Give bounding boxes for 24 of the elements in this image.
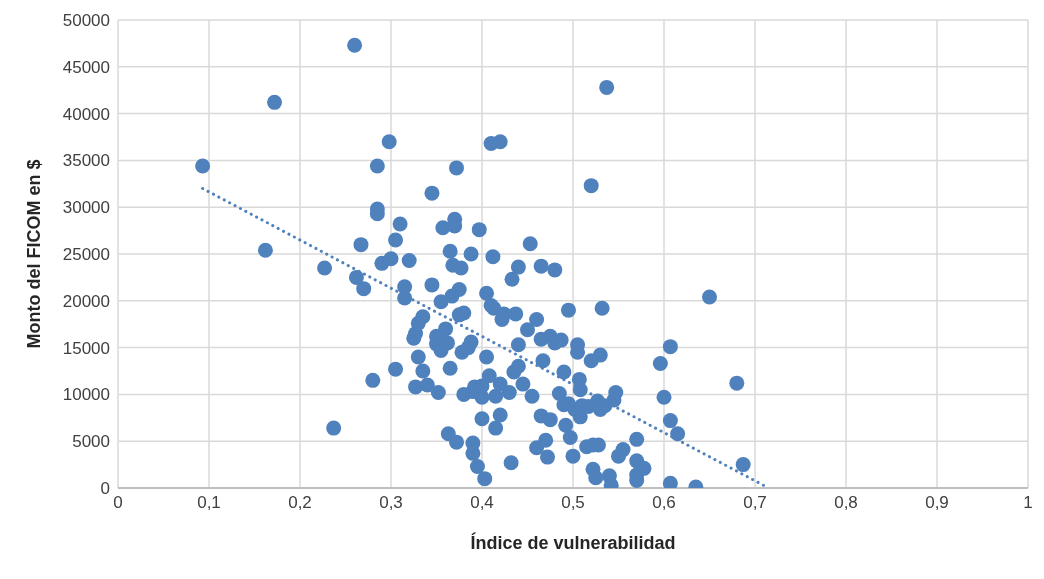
x-tick-label: 0,9 xyxy=(925,493,949,513)
x-axis-title: Índice de vulnerabilidad xyxy=(470,531,676,553)
y-tick-label: 50000 xyxy=(62,11,110,31)
x-tick-label: 0,4 xyxy=(470,493,494,513)
x-tick-label: 0,6 xyxy=(652,493,676,513)
y-tick-label: 20000 xyxy=(62,291,110,311)
y-tick-label: 30000 xyxy=(62,198,110,218)
x-tick-label: 0,7 xyxy=(743,493,767,513)
x-tick-label: 0,2 xyxy=(288,493,312,513)
x-tick-label: 0 xyxy=(113,493,123,513)
y-axis-title: Monto del FICOM en $ xyxy=(24,159,45,349)
y-tick-label: 40000 xyxy=(62,104,110,124)
y-tick-label: 10000 xyxy=(62,385,110,405)
y-tick-label: 15000 xyxy=(62,338,110,358)
y-tick-label: 35000 xyxy=(62,151,110,171)
x-tick-label: 0,5 xyxy=(561,493,585,513)
y-tick-label: 5000 xyxy=(72,432,110,452)
x-tick-label: 0,8 xyxy=(834,493,858,513)
y-tick-label: 45000 xyxy=(62,57,110,77)
y-tick-label: 25000 xyxy=(62,245,110,265)
x-tick-label: 1 xyxy=(1023,493,1033,513)
y-tick-label: 0 xyxy=(100,479,110,499)
x-tick-label: 0,3 xyxy=(379,493,403,513)
x-tick-label: 0,1 xyxy=(197,493,221,513)
